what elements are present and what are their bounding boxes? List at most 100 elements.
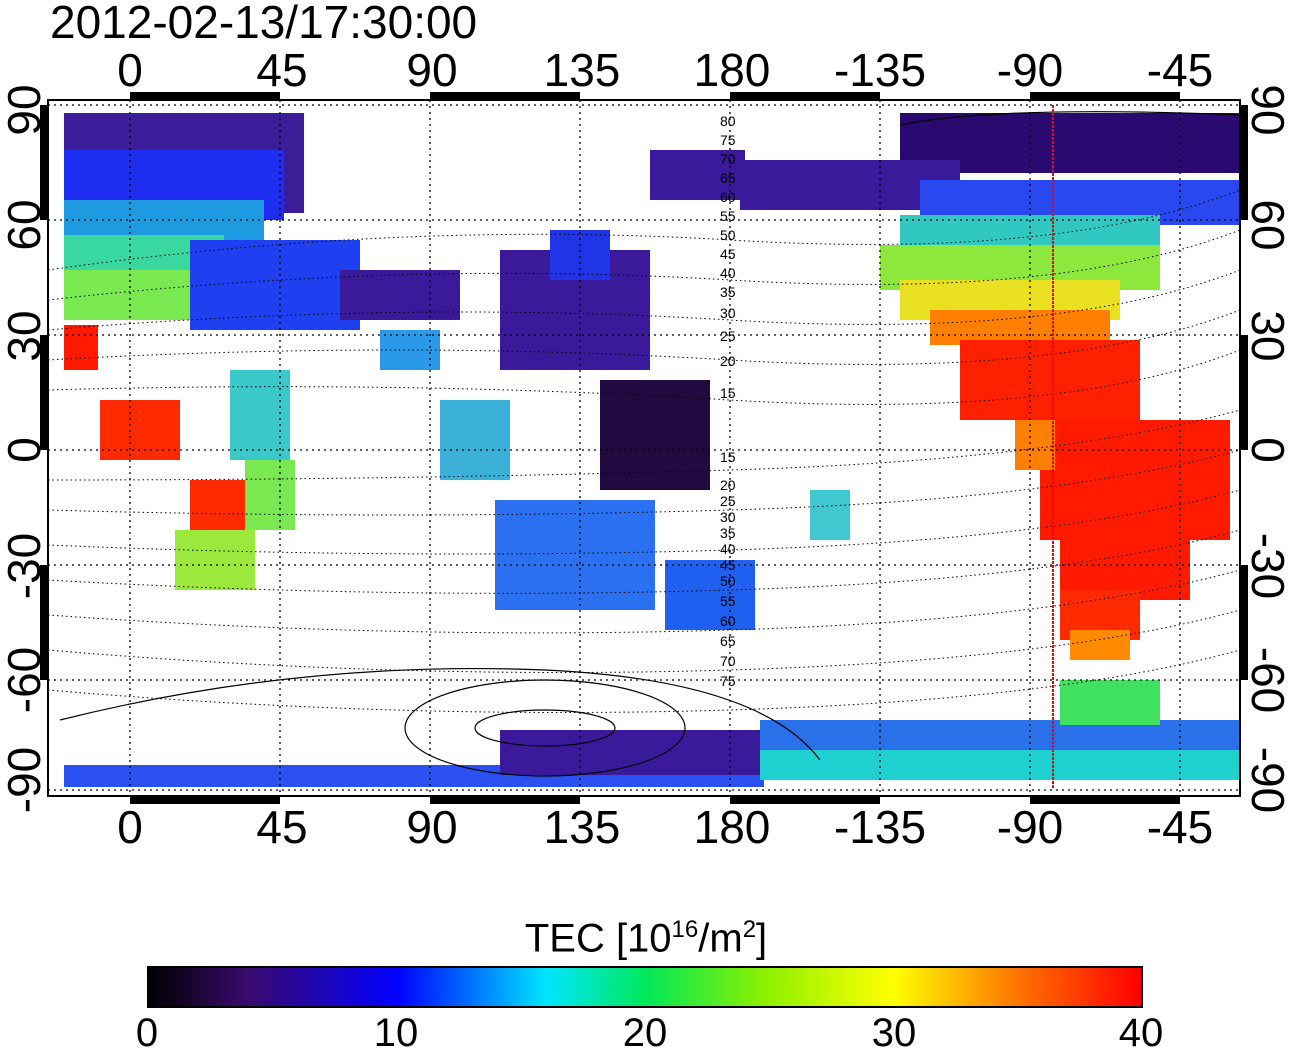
contour-label: 30 (720, 509, 736, 525)
colorbar-title-exponent2: 2 (742, 916, 757, 943)
contour-label: 35 (720, 284, 736, 300)
map-frame (47, 99, 1241, 797)
colorbar-title-main: TEC [10 (524, 916, 672, 961)
colorbar-title-unit: /m (698, 916, 743, 961)
colorbar-tick: 0 (135, 1011, 159, 1055)
contour-label: 65 (720, 170, 736, 186)
contour-label: 70 (720, 151, 736, 167)
contour-label: 15 (720, 449, 736, 465)
lon-tick-top: 0 (117, 44, 143, 96)
contour-label: 40 (720, 541, 736, 557)
contour-label: 45 (720, 246, 736, 262)
contour-label: 45 (720, 557, 736, 573)
magnetic-pole-contours (59, 111, 1240, 777)
tec-patch (650, 150, 745, 200)
contour-label: 75 (720, 132, 736, 148)
frame-thick-segments (40, 92, 1248, 804)
tec-patch (190, 240, 360, 330)
lon-tick-top: 45 (256, 44, 308, 96)
lon-tick-bottom: 90 (406, 801, 458, 853)
lat-tick-left: 0 (0, 437, 50, 463)
lon-tick-bottom: -45 (1146, 801, 1214, 853)
lon-tick-top: 90 (406, 44, 458, 96)
tec-patch (1070, 630, 1130, 660)
contour-label: 60 (720, 189, 736, 205)
tec-patch (930, 310, 1110, 345)
colorbar-title-end: ] (756, 916, 768, 961)
tec-patch (760, 720, 1240, 755)
tec-patch (245, 460, 295, 530)
colorbar-tick: 10 (373, 1011, 419, 1055)
contour-label: 35 (720, 525, 736, 541)
contour-label: 50 (720, 227, 736, 243)
tec-patch (175, 530, 255, 590)
magnetic-latitude-contours (48, 189, 1240, 713)
timestamp-title: 2012-02-13/17:30:00 (50, 0, 478, 48)
tec-patch (500, 730, 800, 775)
lat-tick-left: -90 (0, 746, 50, 814)
lon-tick-bottom: 135 (543, 801, 621, 853)
tec-patch (1060, 680, 1160, 725)
lon-tick-top: -45 (1146, 44, 1214, 96)
contour-label: 20 (720, 353, 736, 369)
tec-patch (64, 325, 98, 370)
tec-patch (1060, 520, 1190, 600)
tec-patch (810, 490, 850, 540)
contour-labels: 8075706560555045403530252015152025303540… (720, 113, 736, 689)
lon-tick-bottom: 0 (117, 801, 143, 853)
tec-patch (440, 400, 510, 480)
contour-label: 40 (720, 265, 736, 281)
lon-tick-top: -135 (833, 44, 927, 96)
colorbar-tick: 20 (622, 1011, 668, 1055)
colorbar-title: TEC [1016/m2] (0, 905, 1292, 963)
colorbar-tick: 30 (871, 1011, 917, 1055)
lat-tick-right: 90 (1242, 84, 1292, 136)
contour-label: 65 (720, 633, 736, 649)
contour-label: 20 (720, 477, 736, 493)
contour-label: 55 (720, 593, 736, 609)
tec-patch (495, 500, 655, 610)
contour-label: 75 (720, 673, 736, 689)
colorbar-tick: 40 (1118, 1011, 1164, 1055)
lon-tick-bottom: 45 (256, 801, 308, 853)
lat-tick-right: 30 (1242, 310, 1292, 362)
tec-patch (600, 380, 710, 490)
contour-label: 70 (720, 653, 736, 669)
colorbar-title-exponent: 16 (671, 916, 699, 943)
lon-tick-bottom: -90 (996, 801, 1064, 853)
tec-patch (665, 560, 755, 630)
tec-patch (550, 230, 610, 280)
contour-label: 60 (720, 613, 736, 629)
lat-tick-left: 60 (0, 199, 50, 251)
lat-tick-right: -60 (1242, 646, 1292, 714)
tec-patch (100, 400, 180, 460)
contour-label: 50 (720, 573, 736, 589)
contour-label: 15 (720, 385, 736, 401)
lat-tick-right: -90 (1242, 746, 1292, 814)
tec-patch (760, 750, 1240, 780)
contour-label: 25 (720, 328, 736, 344)
lat-tick-right: 60 (1242, 199, 1292, 251)
lat-tick-left: -30 (0, 532, 50, 600)
lon-tick-top: 135 (543, 44, 621, 96)
tec-patch (64, 270, 194, 320)
lat-tick-right: -30 (1242, 532, 1292, 600)
lat-tick-left: -60 (0, 646, 50, 714)
lon-tick-top: 180 (693, 44, 771, 96)
lat-tick-right: 0 (1242, 437, 1292, 463)
tec-patch (960, 340, 1140, 420)
contour-label: 25 (720, 493, 736, 509)
lat-tick-left: 30 (0, 310, 50, 362)
lat-tick-left: 90 (0, 84, 50, 136)
lon-tick-bottom: 180 (693, 801, 771, 853)
lon-tick-bottom: -135 (833, 801, 927, 853)
tec-patch (230, 370, 290, 460)
contour-label: 55 (720, 208, 736, 224)
lat-lon-grid (48, 100, 1240, 796)
tec-patch (1015, 420, 1055, 470)
lon-tick-top: -90 (996, 44, 1064, 96)
contour-label: 80 (720, 113, 736, 129)
contour-label: 30 (720, 305, 736, 321)
tec-colorbar (147, 966, 1143, 1008)
